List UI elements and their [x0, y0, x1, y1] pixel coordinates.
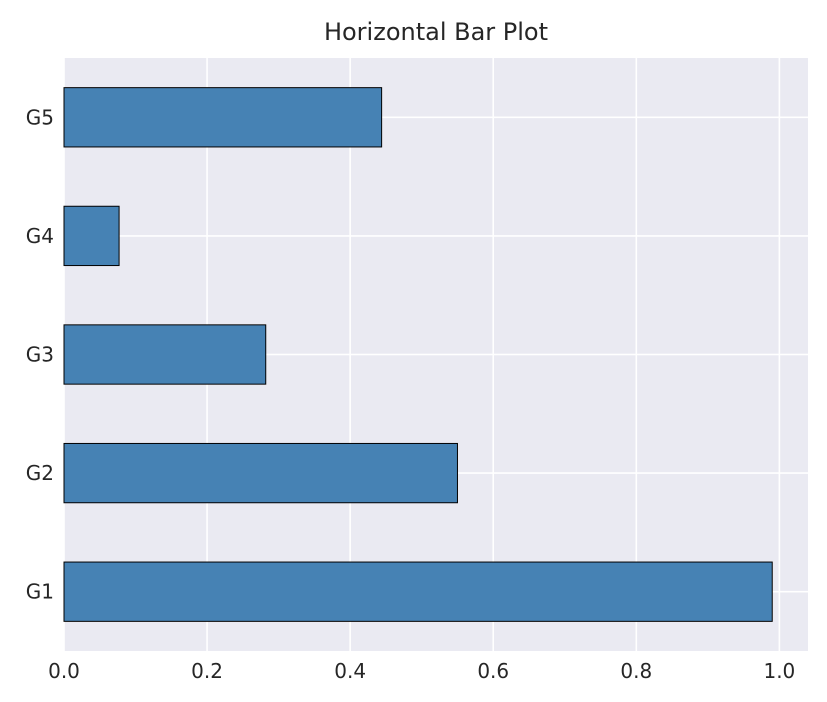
bar-g2 — [63, 442, 458, 504]
x-tick-label: 0.0 — [48, 659, 80, 683]
y-tick-label: G1 — [26, 580, 54, 604]
y-tick-label: G5 — [26, 105, 54, 129]
y-tick-labels: G1 G2 G3 G4 G5 — [26, 105, 54, 603]
y-tick-label: G3 — [26, 343, 54, 367]
x-tick-label: 1.0 — [763, 659, 795, 683]
x-tick-label: 0.2 — [191, 659, 223, 683]
x-tick-label: 0.6 — [477, 659, 509, 683]
bar-g1 — [63, 561, 773, 622]
bar-g4 — [63, 205, 120, 267]
chart-title: Horizontal Bar Plot — [324, 18, 548, 46]
y-tick-label: G2 — [26, 461, 54, 485]
bar-g5 — [63, 87, 383, 148]
bar-g3 — [63, 324, 267, 385]
x-tick-label: 0.4 — [334, 659, 366, 683]
y-tick-label: G4 — [26, 224, 54, 248]
x-tick-labels: 0.0 0.2 0.4 0.6 0.8 1.0 — [48, 659, 795, 683]
bars — [63, 87, 773, 622]
x-tick-label: 0.8 — [620, 659, 652, 683]
